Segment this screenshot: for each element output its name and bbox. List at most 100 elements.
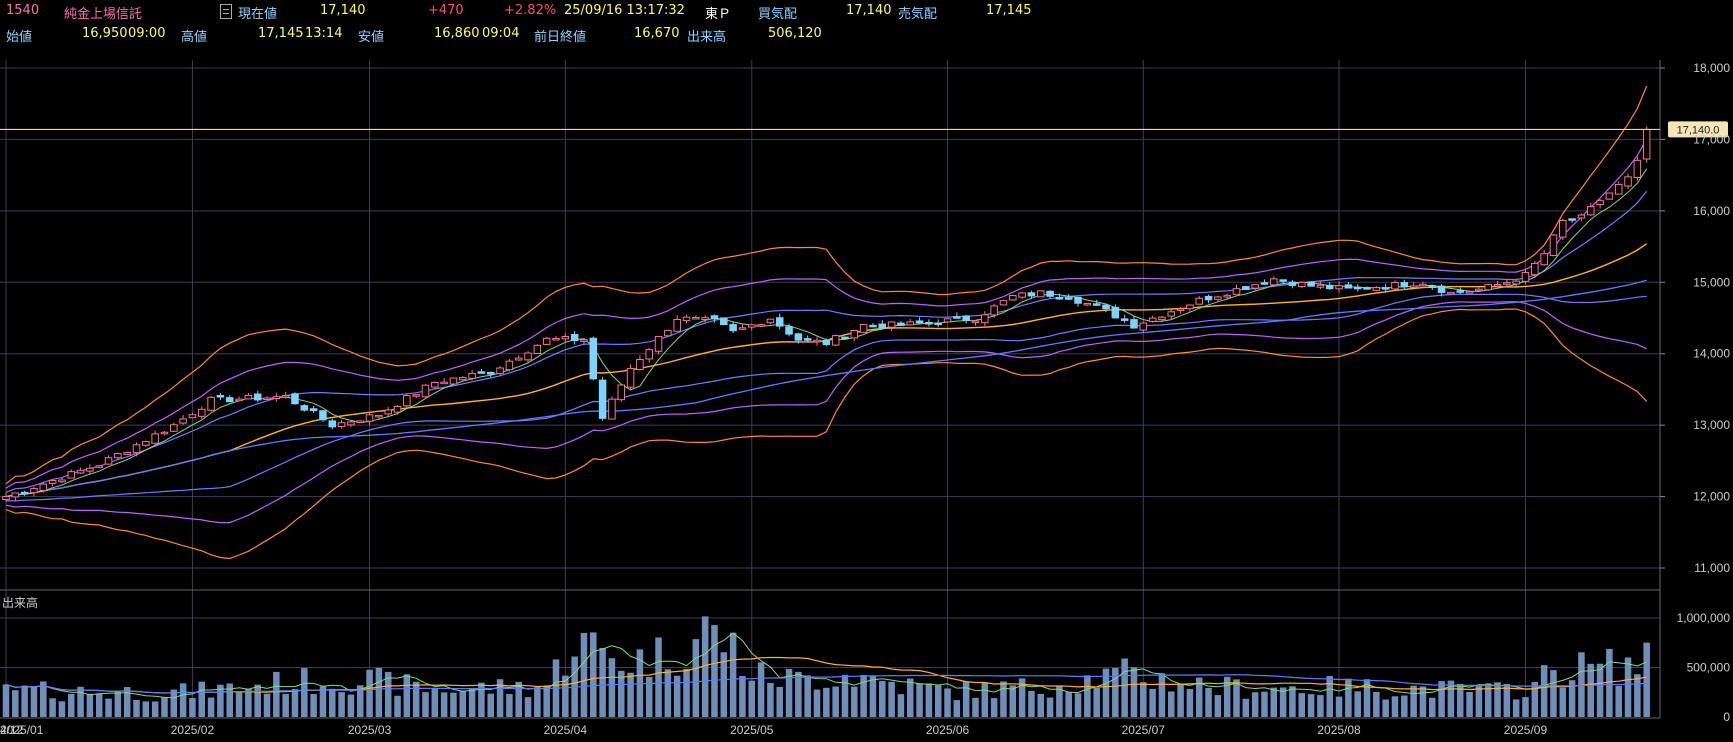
market-name: 東Ｐ bbox=[705, 7, 732, 22]
candle-body bbox=[1475, 288, 1483, 292]
volume-bar bbox=[1643, 642, 1650, 717]
candle-body bbox=[682, 316, 691, 322]
candle-body bbox=[412, 394, 420, 397]
volume-bar bbox=[534, 687, 541, 717]
candle-body bbox=[86, 467, 94, 472]
candle-body bbox=[915, 320, 924, 324]
volume-bar bbox=[1615, 685, 1622, 717]
candle-body bbox=[95, 465, 103, 468]
volume-bar bbox=[562, 675, 569, 717]
date-tick-label: 2025/01 bbox=[0, 723, 44, 737]
candle-body bbox=[375, 414, 383, 418]
candle-body bbox=[1176, 308, 1185, 312]
volume-bar bbox=[1410, 685, 1417, 717]
candle-body bbox=[1559, 219, 1567, 238]
candle-body bbox=[48, 479, 57, 484]
high-label: 高値 bbox=[181, 30, 208, 45]
candle-body bbox=[160, 431, 169, 435]
volume-bar bbox=[1438, 681, 1445, 717]
candle-body bbox=[403, 395, 411, 407]
volume-bar bbox=[1335, 696, 1343, 717]
candle-body bbox=[291, 393, 299, 405]
volume-bar bbox=[524, 697, 532, 717]
volume-bar bbox=[1512, 699, 1520, 717]
volume-bar bbox=[1373, 691, 1380, 717]
volume-bar bbox=[729, 632, 737, 717]
date-tick-label: 2025/06 bbox=[926, 723, 970, 737]
volume-bar bbox=[1279, 687, 1287, 717]
candle-body bbox=[300, 405, 309, 411]
volume-bar bbox=[1140, 682, 1147, 717]
date-tick-label: 2025/02 bbox=[171, 723, 215, 737]
candle-body bbox=[1503, 282, 1511, 285]
candle-body bbox=[514, 357, 523, 361]
price-tick-label: 18,000 bbox=[1693, 61, 1730, 75]
candle-body bbox=[533, 344, 542, 354]
low-time: 09:04 bbox=[482, 26, 520, 41]
candle-body bbox=[123, 451, 131, 455]
candle-body bbox=[337, 422, 346, 427]
candle-body bbox=[477, 371, 486, 374]
document-icon[interactable] bbox=[220, 4, 232, 19]
candle-body bbox=[272, 396, 281, 400]
price-volume-chart[interactable]: 17,140.0 18,000 17,000 16,000 15,000 14,000 13… bbox=[0, 50, 1733, 742]
candle-body bbox=[1270, 278, 1278, 286]
candle-body bbox=[608, 398, 616, 420]
volume-bar bbox=[1233, 679, 1240, 717]
volume-bar bbox=[813, 689, 821, 717]
candle-body bbox=[11, 492, 20, 498]
volume-bar bbox=[1028, 690, 1035, 717]
candle-body bbox=[1092, 303, 1101, 306]
candle-body bbox=[748, 324, 756, 328]
volume-bar bbox=[1130, 667, 1138, 717]
volume-bar bbox=[263, 693, 271, 717]
volume-bar bbox=[1167, 691, 1175, 717]
candle-body bbox=[1298, 281, 1306, 288]
volume-bar bbox=[1559, 687, 1567, 717]
candle-body bbox=[1372, 287, 1381, 291]
volume-bar bbox=[1587, 663, 1595, 717]
candle-body bbox=[1577, 214, 1586, 219]
volume-bar bbox=[645, 676, 653, 717]
volume-ma-mid bbox=[5, 656, 1647, 694]
price-tick-label: 12,000 bbox=[1693, 490, 1730, 504]
candle-body bbox=[1465, 290, 1474, 294]
candle-body bbox=[720, 317, 728, 326]
volume-tick-label: 1,000,000 bbox=[1677, 611, 1731, 625]
candle-body bbox=[431, 381, 439, 388]
candle-body bbox=[1642, 128, 1651, 160]
date-tick-label: 2025/08 bbox=[1317, 723, 1361, 737]
volume-bar bbox=[487, 693, 495, 717]
volume-bar bbox=[711, 625, 718, 717]
volume-bar bbox=[934, 685, 942, 717]
candle-body bbox=[1307, 281, 1315, 287]
volume-bar bbox=[394, 695, 401, 717]
candle-body bbox=[962, 315, 970, 321]
candle-body bbox=[1428, 285, 1437, 288]
volume-bar bbox=[1475, 685, 1483, 717]
candle-body bbox=[794, 333, 803, 341]
volume-bar bbox=[739, 675, 746, 717]
volume-bar bbox=[235, 691, 243, 717]
volume-bar bbox=[1363, 679, 1371, 717]
volume-ma-long bbox=[5, 674, 1647, 694]
volume-bar bbox=[1345, 678, 1352, 717]
candle-body bbox=[654, 335, 663, 352]
candle-body bbox=[328, 420, 337, 428]
volume-bar bbox=[1354, 691, 1361, 717]
volume-bar bbox=[151, 701, 159, 717]
volume-bar bbox=[1084, 675, 1091, 717]
volume-bar bbox=[329, 688, 336, 717]
ma-short-line bbox=[5, 168, 1648, 498]
candle-body bbox=[701, 317, 709, 320]
open-time: 09:00 bbox=[128, 26, 166, 41]
volume-bar bbox=[1009, 685, 1017, 717]
volume-bar bbox=[198, 681, 206, 717]
volume-bar bbox=[468, 688, 476, 717]
volume-bar bbox=[981, 682, 989, 717]
candle-body bbox=[1456, 290, 1465, 293]
volume-bar bbox=[67, 693, 75, 717]
volume-bar bbox=[832, 686, 839, 717]
candle-body bbox=[1493, 283, 1502, 287]
volume-bar bbox=[384, 671, 392, 717]
